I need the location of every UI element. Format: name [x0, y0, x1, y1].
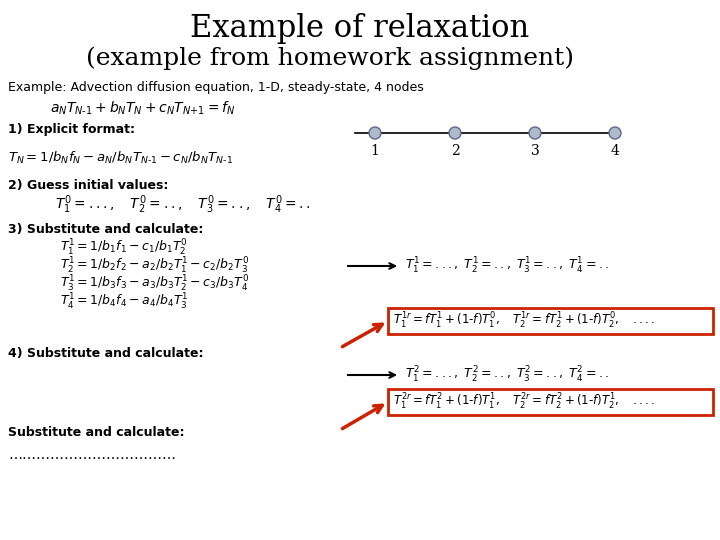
Text: $T_3^1 = 1/b_3 f_3 - a_3/b_3 T_2^1 - c_3/b_3 T_4^0$: $T_3^1 = 1/b_3 f_3 - a_3/b_3 T_2^1 - c_3… [60, 274, 249, 294]
Text: $T_2^1 = 1/b_2 f_2 - a_2/b_2 T_1^1 - c_2/b_2 T_3^0$: $T_2^1 = 1/b_2 f_2 - a_2/b_2 T_1^1 - c_2… [60, 256, 249, 276]
Circle shape [609, 127, 621, 139]
Text: Example: Advection diffusion equation, 1-D, steady-state, 4 nodes: Example: Advection diffusion equation, 1… [8, 82, 424, 94]
Text: 4: 4 [611, 144, 619, 158]
Text: 2: 2 [451, 144, 459, 158]
Text: $T_1^{2r} = fT_1^2 + (1\text{-}f)T_1^1,\quad T_2^{2r} = fT_2^2 + (1\text{-}f)T_2: $T_1^{2r} = fT_1^2 + (1\text{-}f)T_1^1,\… [393, 392, 655, 412]
Text: $T_1^1 = 1/b_1 f_1 - c_1/b_1 T_2^0$: $T_1^1 = 1/b_1 f_1 - c_1/b_1 T_2^0$ [60, 238, 188, 258]
Bar [388, 389, 713, 415]
Text: $T_1^0 = ...,\quad  T_2^0 = ..,\quad  T_3^0 = ..,\quad  T_4^0 = ..$: $T_1^0 = ...,\quad T_2^0 = ..,\quad T_3^… [55, 194, 311, 217]
Text: 1) Explicit format:: 1) Explicit format: [8, 124, 135, 137]
Text: (example from homework assignment): (example from homework assignment) [86, 46, 574, 70]
Text: $T_1^1 = ...,\;  T_2^1 = ..,\;  T_3^1 = ..,\;  T_4^1 = ..$: $T_1^1 = ...,\; T_2^1 = ..,\; T_3^1 = ..… [405, 256, 609, 276]
Circle shape [529, 127, 541, 139]
Text: 2) Guess initial values:: 2) Guess initial values: [8, 179, 168, 192]
Text: 3: 3 [531, 144, 539, 158]
Text: 3) Substitute and calculate:: 3) Substitute and calculate: [8, 224, 203, 237]
Text: $T_1^2 = ...,\;  T_2^2 = ..,\;  T_3^2 = ..,\;  T_4^2 = ..$: $T_1^2 = ...,\; T_2^2 = ..,\; T_3^2 = ..… [405, 365, 609, 385]
Text: Substitute and calculate:: Substitute and calculate: [8, 426, 184, 438]
Text: $T_N = 1/b_N f_N - a_N/b_N T_{N\text{-}1} - c_N/b_N T_{N\text{-}1}$: $T_N = 1/b_N f_N - a_N/b_N T_{N\text{-}1… [8, 150, 233, 166]
Text: $T_4^1 = 1/b_4 f_4 - a_4/b_4 T_3^1$: $T_4^1 = 1/b_4 f_4 - a_4/b_4 T_3^1$ [60, 292, 189, 312]
Circle shape [369, 127, 381, 139]
Text: Example of relaxation: Example of relaxation [190, 12, 530, 44]
Bar [388, 308, 713, 334]
Text: $a_N T_{N\text{-}1} + b_N T_N + c_N T_{N\text{+}1} = f_N$: $a_N T_{N\text{-}1} + b_N T_N + c_N T_{N… [50, 99, 235, 117]
Text: $T_1^{1r} = fT_1^1 + (1\text{-}f)T_1^0,\quad T_2^{1r} = fT_2^1 + (1\text{-}f)T_2: $T_1^{1r} = fT_1^1 + (1\text{-}f)T_1^0,\… [393, 311, 655, 331]
Text: 1: 1 [371, 144, 379, 158]
Text: 4) Substitute and calculate:: 4) Substitute and calculate: [8, 347, 204, 360]
Text: ………………………………: ……………………………… [8, 448, 176, 462]
Circle shape [449, 127, 461, 139]
